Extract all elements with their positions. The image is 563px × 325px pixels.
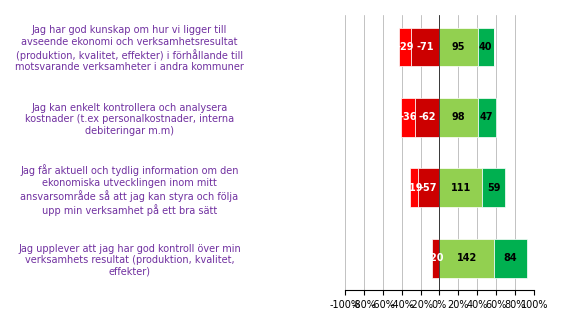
Text: 40: 40 bbox=[479, 42, 493, 52]
Text: -62: -62 bbox=[419, 112, 436, 123]
Bar bbox=[399, 28, 411, 66]
Text: -19: -19 bbox=[405, 183, 423, 193]
Bar bbox=[411, 28, 440, 66]
Text: -36: -36 bbox=[400, 112, 417, 123]
Text: 84: 84 bbox=[503, 254, 517, 263]
Text: -57: -57 bbox=[420, 183, 437, 193]
Text: 59: 59 bbox=[487, 183, 501, 193]
Text: 98: 98 bbox=[452, 112, 466, 123]
Bar bbox=[418, 168, 440, 207]
Bar bbox=[478, 28, 494, 66]
Bar bbox=[410, 168, 418, 207]
Text: -71: -71 bbox=[417, 42, 434, 52]
Bar bbox=[401, 98, 415, 137]
Bar bbox=[494, 239, 526, 278]
Bar bbox=[440, 28, 478, 66]
Bar bbox=[477, 98, 496, 137]
Bar bbox=[440, 239, 494, 278]
Text: -29: -29 bbox=[396, 42, 414, 52]
Bar bbox=[415, 98, 440, 137]
Text: 111: 111 bbox=[451, 183, 471, 193]
Bar bbox=[440, 98, 477, 137]
Text: 95: 95 bbox=[452, 42, 466, 52]
Text: -20: -20 bbox=[427, 254, 444, 263]
Bar bbox=[432, 239, 440, 278]
Bar bbox=[440, 168, 482, 207]
Text: 47: 47 bbox=[480, 112, 494, 123]
Text: 142: 142 bbox=[457, 254, 477, 263]
Bar bbox=[482, 168, 505, 207]
